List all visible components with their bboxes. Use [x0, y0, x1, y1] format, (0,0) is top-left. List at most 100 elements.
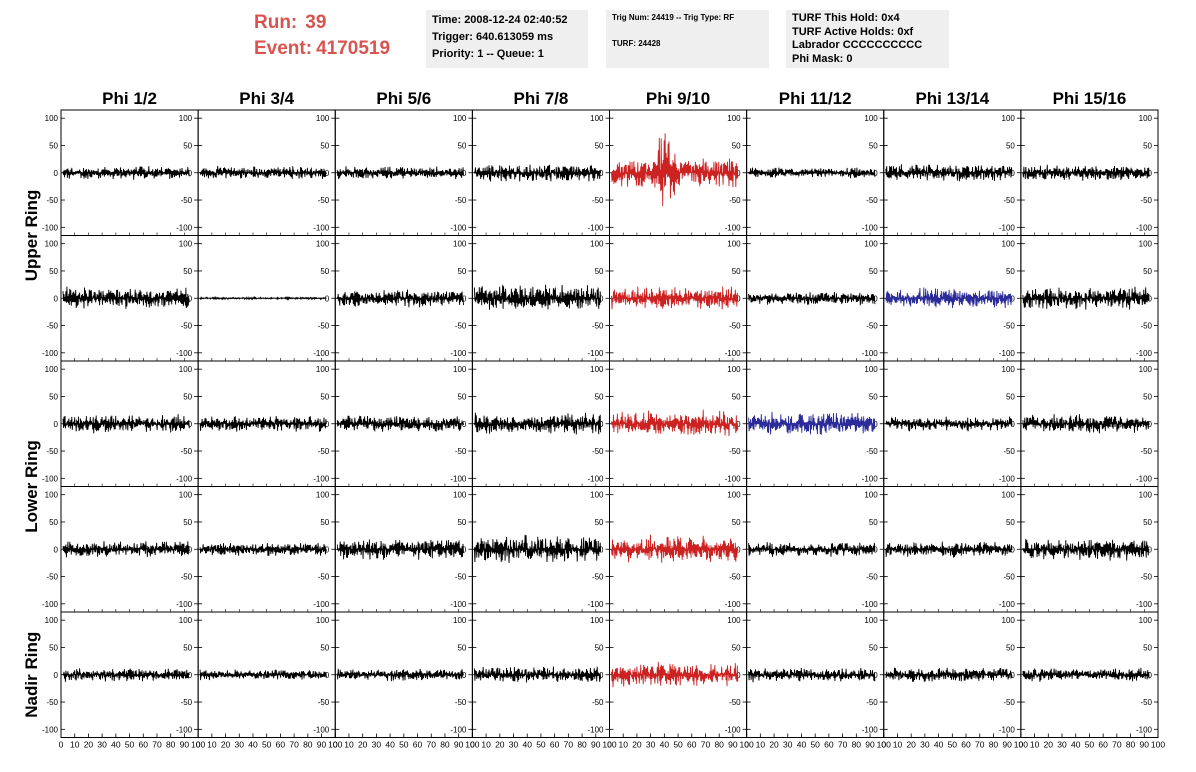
y-tick-label: -50 — [1140, 322, 1152, 331]
y-tick-label: -50 — [46, 573, 58, 582]
y-tick-label: -50 — [1003, 196, 1015, 205]
y-tick-label: 50 — [1006, 392, 1015, 401]
y-tick-label: 100 — [45, 491, 59, 500]
x-tick-label: 100 — [328, 740, 342, 750]
waveform-trace — [336, 289, 464, 308]
waveform-trace — [62, 286, 190, 309]
waveform-trace — [748, 167, 876, 179]
x-tick-label: 70 — [1112, 740, 1122, 750]
trig-num-text: Trig Num: 24419 -- Trig Type: RF — [612, 13, 735, 22]
y-tick-label: -100 — [42, 600, 59, 609]
y-tick-label: -100 — [999, 474, 1016, 483]
y-tick-label: -50 — [455, 322, 467, 331]
waveform-panel: 100 50 0 -50 -100 — [883, 235, 1022, 362]
y-tick-label: 50 — [595, 267, 604, 276]
y-tick-label: 50 — [320, 392, 329, 401]
turf-this-hold-text: TURF This Hold: 0x4 — [792, 12, 900, 24]
y-tick-label: 50 — [183, 643, 192, 652]
y-tick-label: 50 — [732, 392, 741, 401]
x-tick-label: 50 — [1085, 740, 1095, 750]
x-tick-label: 60 — [824, 740, 834, 750]
y-tick-label: 100 — [179, 491, 193, 500]
y-tick-label: -50 — [592, 447, 604, 456]
y-tick-label: -50 — [181, 698, 193, 707]
y-tick-label: -100 — [725, 725, 742, 734]
y-tick-label: 50 — [595, 392, 604, 401]
y-tick-label: 50 — [49, 643, 58, 652]
waveform-panel: 100 50 0 -50 -100 — [334, 360, 473, 487]
y-tick-label: 100 — [1139, 365, 1153, 374]
y-tick-label: 0 — [736, 545, 741, 554]
y-tick-label: 0 — [54, 169, 59, 178]
y-tick-label: -100 — [999, 349, 1016, 358]
y-tick-label: 0 — [325, 671, 330, 680]
y-tick-label: 0 — [462, 294, 467, 303]
y-tick-label: -50 — [318, 573, 330, 582]
y-tick-label: 50 — [320, 267, 329, 276]
waveform-panel: 100 50 0 -50 -100 — [1020, 486, 1159, 613]
y-tick-label: -100 — [725, 223, 742, 232]
x-tick-label: 0 — [59, 740, 64, 750]
waveform-panel: 100 50 0 -50 -100 — [883, 360, 1022, 487]
waveform-trace — [611, 133, 739, 207]
y-tick-label: 100 — [179, 114, 193, 123]
y-tick-label: 50 — [183, 518, 192, 527]
y-tick-label: -50 — [1140, 447, 1152, 456]
y-tick-label: -50 — [729, 447, 741, 456]
y-tick-label: 50 — [1143, 267, 1152, 276]
waveform-trace — [336, 166, 464, 180]
y-tick-label: 0 — [462, 545, 467, 554]
y-tick-label: 100 — [453, 616, 467, 625]
waveform-panel: 100 100 50 50 0 0 -50 -50 -100 -100 — [42, 235, 199, 362]
waveform-panel: 100 50 0 -50 -100 — [746, 360, 885, 487]
y-tick-label: -50 — [455, 447, 467, 456]
x-tick-label: 20 — [906, 740, 916, 750]
y-tick-label: 0 — [188, 294, 193, 303]
y-tick-label: 0 — [54, 294, 59, 303]
y-tick-label: 50 — [595, 141, 604, 150]
y-tick-label: 0 — [599, 169, 604, 178]
y-tick-label: 100 — [453, 491, 467, 500]
y-tick-label: 100 — [453, 240, 467, 249]
y-tick-label: 50 — [457, 267, 466, 276]
x-tick-label: 0 — [881, 740, 886, 750]
x-tick-label: 60 — [961, 740, 971, 750]
y-tick-label: 0 — [325, 169, 330, 178]
y-tick-label: -100 — [313, 223, 330, 232]
waveform-trace — [748, 542, 876, 557]
y-tick-label: -50 — [1003, 698, 1015, 707]
y-tick-label: -50 — [592, 322, 604, 331]
y-tick-label: -100 — [999, 600, 1016, 609]
waveform-trace — [62, 541, 190, 558]
y-tick-label: 50 — [1143, 643, 1152, 652]
y-tick-label: 100 — [864, 240, 878, 249]
y-tick-label: 0 — [736, 420, 741, 429]
labrador-text: Labrador CCCCCCCCCC — [792, 39, 923, 51]
y-tick-label: -50 — [1003, 322, 1015, 331]
waveform-trace — [611, 534, 739, 563]
waveform-panel: 100 50 0 -50 -100 — [609, 360, 748, 487]
y-tick-label: 50 — [49, 518, 58, 527]
y-tick-label: -50 — [1140, 573, 1152, 582]
y-tick-label: 100 — [864, 491, 878, 500]
ring-label: Nadir Ring — [22, 632, 41, 718]
waveform-trace — [885, 667, 1013, 682]
y-tick-label: -100 — [1136, 223, 1153, 232]
y-tick-label: -100 — [862, 349, 879, 358]
y-tick-label: 100 — [45, 240, 59, 249]
y-tick-label: 100 — [316, 491, 330, 500]
y-tick-label: 50 — [1006, 141, 1015, 150]
y-tick-label: -50 — [318, 322, 330, 331]
y-tick-label: 100 — [727, 491, 741, 500]
y-tick-label: -50 — [866, 322, 878, 331]
x-tick-label: 80 — [577, 740, 587, 750]
turf-box: TURF This Hold: 0x4 TURF Active Holds: 0… — [786, 10, 949, 68]
x-tick-label: 20 — [1044, 740, 1054, 750]
x-tick-label: 40 — [1071, 740, 1081, 750]
x-tick-label: 70 — [152, 740, 162, 750]
y-tick-label: -100 — [725, 600, 742, 609]
x-tick-label: 70 — [564, 740, 574, 750]
y-tick-label: -100 — [587, 600, 604, 609]
y-tick-label: 50 — [732, 518, 741, 527]
